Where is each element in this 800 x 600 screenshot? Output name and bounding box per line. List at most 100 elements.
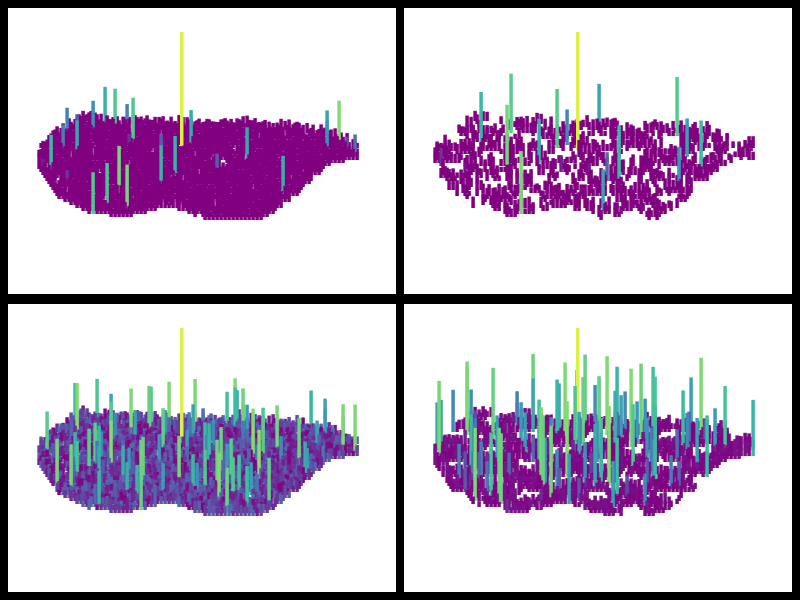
bar (107, 498, 111, 510)
bar (263, 125, 267, 136)
bar (587, 149, 591, 160)
bar (259, 200, 263, 208)
bar (153, 484, 157, 507)
bar (277, 457, 281, 465)
bar (163, 444, 167, 456)
bar (113, 165, 117, 175)
bar (515, 172, 519, 184)
bar (295, 473, 299, 480)
bar (125, 104, 129, 127)
bar (201, 160, 205, 169)
bar (107, 457, 111, 468)
bar (83, 450, 87, 456)
bar (257, 185, 261, 193)
bar (217, 205, 221, 217)
bar (619, 206, 623, 214)
bar (51, 435, 55, 444)
bar (99, 113, 103, 124)
bar (195, 203, 199, 214)
bar (287, 119, 291, 130)
bar (607, 196, 611, 208)
bar (119, 481, 123, 492)
bar (649, 170, 653, 181)
bar (553, 139, 557, 145)
bar (629, 191, 633, 199)
bar (301, 455, 305, 465)
bar (667, 178, 671, 190)
bar (123, 187, 127, 196)
bar (83, 480, 87, 492)
bar (211, 137, 215, 148)
bar (125, 451, 129, 459)
bar (503, 143, 507, 154)
bar (145, 435, 149, 447)
bar (261, 143, 265, 151)
bar (311, 156, 315, 166)
bar (53, 173, 57, 181)
bar (581, 172, 585, 181)
bar (305, 447, 309, 477)
bar (519, 116, 523, 124)
bar (87, 190, 91, 196)
bar (63, 138, 67, 148)
bar (195, 492, 199, 498)
bar (209, 477, 213, 489)
bar (127, 439, 131, 450)
bar (201, 430, 205, 441)
bar (509, 152, 513, 163)
bar (267, 426, 271, 438)
bar (151, 457, 155, 468)
bar (117, 504, 121, 513)
bar (293, 458, 297, 465)
bar (211, 499, 215, 510)
bar (67, 430, 71, 438)
bar (177, 477, 181, 489)
bar (217, 435, 221, 447)
bar (93, 128, 97, 139)
bar (463, 127, 467, 136)
bar (301, 477, 305, 483)
bar (291, 478, 295, 486)
bar (227, 468, 231, 480)
bar (307, 468, 311, 480)
bar (195, 192, 199, 202)
bar (169, 127, 173, 139)
bar (99, 202, 103, 214)
bar (115, 462, 119, 474)
bar (97, 124, 101, 133)
bar (579, 121, 583, 130)
bar (285, 169, 289, 181)
bar (175, 432, 179, 444)
bar (243, 202, 247, 214)
bar (283, 185, 287, 196)
bar (79, 493, 83, 504)
bar (453, 142, 457, 151)
bar (271, 488, 275, 498)
bar (111, 139, 115, 148)
bar (185, 472, 189, 483)
bar (313, 442, 317, 453)
bar (79, 455, 83, 462)
bar (623, 200, 627, 208)
bar (235, 452, 239, 462)
bar (239, 432, 243, 444)
bar (137, 423, 141, 435)
bar (219, 417, 223, 426)
bar (73, 483, 77, 489)
bar (237, 139, 241, 145)
bar (645, 179, 649, 187)
bar (93, 197, 97, 205)
bar (499, 127, 503, 136)
bar (155, 495, 159, 504)
bar (653, 153, 657, 163)
bar (309, 460, 313, 471)
bar (115, 178, 119, 184)
bar (281, 431, 285, 441)
bar (125, 501, 129, 513)
bar (517, 119, 521, 127)
bar (185, 466, 189, 477)
bar (113, 502, 117, 513)
bar (169, 143, 173, 151)
bar (113, 88, 117, 127)
